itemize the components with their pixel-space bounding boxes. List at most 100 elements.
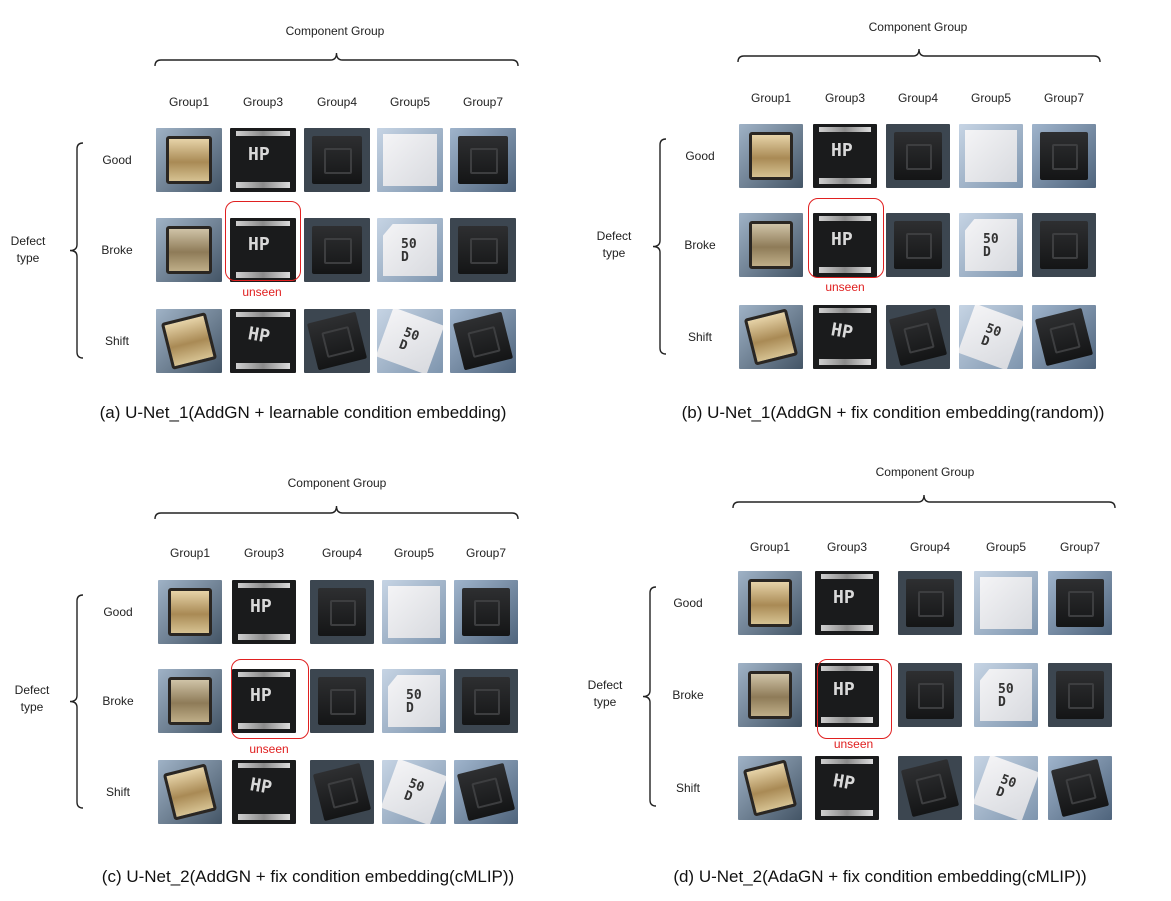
ic-package	[906, 579, 954, 627]
ic-package	[1040, 132, 1088, 180]
group-label: Group3	[243, 546, 285, 560]
component-group-header: Component Group	[868, 20, 968, 34]
unseen-highlight-box	[225, 201, 301, 281]
group-label: Group3	[242, 95, 284, 109]
part-marking: HP	[831, 229, 853, 250]
component-thumbnail	[382, 580, 446, 644]
component-thumbnail	[454, 760, 518, 824]
component-thumbnail	[1032, 305, 1096, 369]
defect-type-label: Shift	[104, 334, 130, 348]
component-thumbnail	[454, 580, 518, 644]
defect-type-label: Broke	[684, 238, 716, 252]
group-label: Group4	[321, 546, 363, 560]
component-thumbnail	[1032, 213, 1096, 277]
component-thumbnail	[739, 124, 803, 188]
component-thumbnail	[898, 756, 962, 820]
defect-type-label: Shift	[687, 330, 713, 344]
package-ribs	[324, 148, 352, 174]
component-thumbnail	[739, 305, 803, 369]
package-ribs	[474, 689, 500, 715]
ic-package	[312, 136, 362, 184]
component-thumbnail	[158, 580, 222, 644]
package-ribs	[1052, 233, 1078, 259]
row-brace	[642, 586, 657, 807]
package-ribs	[918, 683, 944, 709]
component-thumbnail	[304, 309, 370, 373]
led-body	[383, 134, 437, 186]
defect-type-axis-label: Defect type	[597, 228, 632, 262]
row-brace	[69, 594, 84, 809]
led-body	[965, 130, 1017, 182]
lead-top	[821, 759, 873, 764]
component-thumbnail: HP	[815, 663, 879, 727]
lead-bottom	[821, 810, 873, 816]
package-ribs	[470, 148, 498, 174]
component-thumbnail	[1048, 756, 1112, 820]
package-ribs	[474, 600, 500, 626]
panel-caption: (b) U-Net_1(AddGN + fix condition embedd…	[681, 403, 1105, 422]
component-thumbnail: HP	[813, 305, 877, 369]
component-thumbnail	[886, 124, 950, 188]
panel-caption: (d) U-Net_2(AdaGN + fix condition embedd…	[673, 867, 1087, 886]
component-thumbnail	[1048, 663, 1112, 727]
component-thumbnail	[158, 760, 222, 824]
lead-top	[819, 308, 871, 313]
component-thumbnail	[886, 213, 950, 277]
defect-type-axis-label: Defect type	[588, 677, 623, 711]
package-ribs	[1068, 591, 1094, 617]
component-thumbnail: HP	[230, 128, 296, 192]
row-brace	[652, 138, 667, 355]
lead-top	[236, 221, 290, 226]
capacitor-body	[160, 312, 218, 370]
group-label: Group5	[389, 95, 431, 109]
defect-label-line: type	[20, 700, 44, 714]
ic-package	[458, 226, 508, 274]
component-thumbnail	[450, 128, 516, 192]
ic-package	[894, 132, 942, 180]
group-label: Group1	[749, 540, 791, 554]
lead-bottom	[238, 723, 290, 729]
capacitor-body	[168, 588, 212, 636]
column-brace	[732, 494, 1116, 509]
capacitor-body	[162, 763, 218, 821]
component-thumbnail	[1048, 571, 1112, 635]
group-label: Group5	[393, 546, 435, 560]
component-thumbnail	[310, 760, 374, 824]
defect-type-label: Shift	[675, 781, 701, 795]
component-thumbnail	[898, 663, 962, 727]
part-marking: HP	[250, 685, 272, 706]
component-thumbnail	[156, 218, 222, 282]
defect-type-label: Broke	[101, 243, 133, 257]
defect-type-axis-label: Defect type	[15, 682, 50, 716]
capacitor-body	[748, 579, 792, 627]
group-label: Group1	[169, 546, 211, 560]
defect-type-label: Good	[673, 596, 703, 610]
lead-bottom	[236, 363, 290, 369]
defect-label-line: type	[602, 246, 626, 260]
component-group-header: Component Group	[285, 24, 385, 38]
component-thumbnail: 50 D	[974, 663, 1038, 727]
lead-top	[236, 131, 290, 136]
component-thumbnail: HP	[232, 669, 296, 733]
column-brace	[737, 48, 1101, 63]
component-thumbnail: HP	[230, 218, 296, 282]
defect-type-label: Broke	[102, 694, 134, 708]
component-thumbnail: HP	[815, 571, 879, 635]
group-label: Group7	[1059, 540, 1101, 554]
column-brace	[154, 52, 519, 67]
part-marking: HP	[831, 770, 857, 795]
group-label: Group5	[970, 91, 1012, 105]
unseen-label: unseen	[249, 742, 289, 756]
package-ribs	[330, 600, 356, 626]
lead-top	[821, 574, 873, 579]
group-label: Group3	[826, 540, 868, 554]
component-thumbnail	[450, 218, 516, 282]
capacitor-body	[748, 671, 792, 719]
group-label: Group1	[750, 91, 792, 105]
capacitor-body	[166, 136, 212, 184]
ic-package	[462, 588, 510, 636]
capacitor-body	[749, 132, 793, 180]
ic-package	[1056, 579, 1104, 627]
defect-type-axis-label: Defect type	[11, 233, 46, 267]
component-thumbnail	[1032, 124, 1096, 188]
